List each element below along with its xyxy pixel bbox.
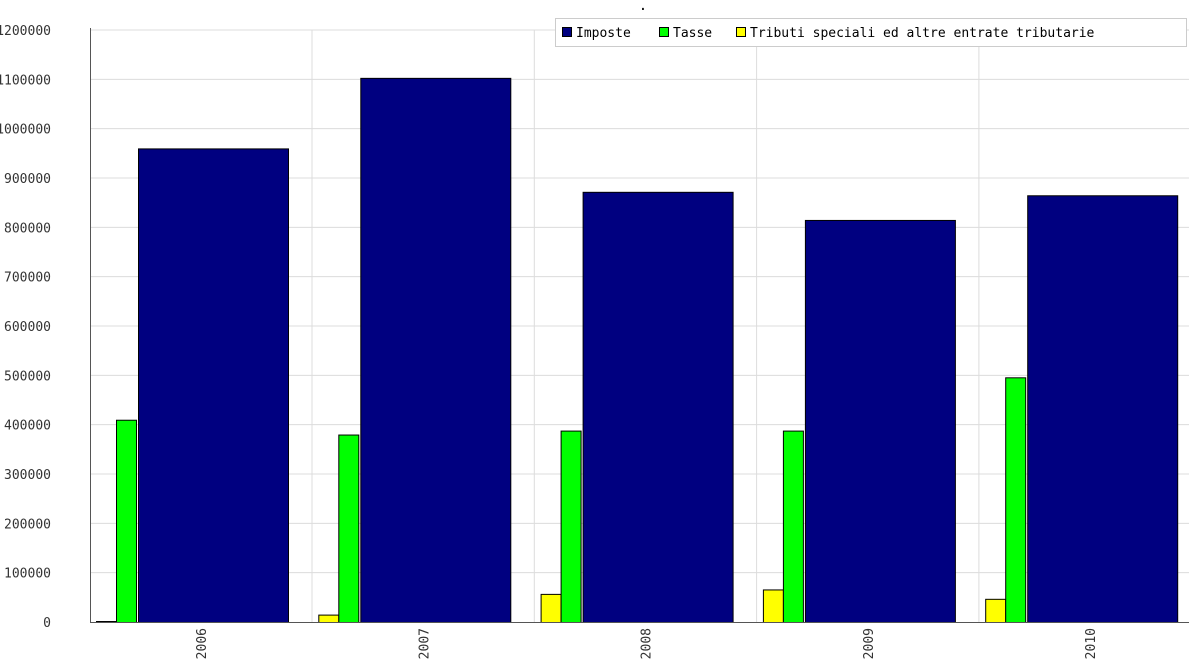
x-tick-label: 2009 xyxy=(862,628,877,659)
y-tick-label: 1200000 xyxy=(0,24,51,39)
y-tick-label: 300000 xyxy=(4,468,51,483)
y-tick-label: 200000 xyxy=(4,517,51,532)
y-tick-label: 1000000 xyxy=(0,123,51,138)
bar-tasse-2008 xyxy=(560,430,582,623)
bar-imposte-2009 xyxy=(804,219,956,624)
x-tick-label: 2010 xyxy=(1084,628,1099,659)
x-tick-label: 2008 xyxy=(640,628,655,659)
bar-tributi-2007 xyxy=(318,614,340,623)
y-tick-label: 0 xyxy=(43,616,51,631)
bar-imposte-2006 xyxy=(138,148,289,623)
y-tick-label: 600000 xyxy=(4,320,51,335)
bar-tasse-2007 xyxy=(338,434,360,623)
legend-label: Imposte xyxy=(576,26,631,41)
chart-title: . xyxy=(639,0,647,14)
y-tick-label: 800000 xyxy=(4,221,51,236)
axes xyxy=(90,28,1189,623)
x-tick-label: 2006 xyxy=(195,628,210,659)
y-tick-label: 500000 xyxy=(4,369,51,384)
bar-imposte-2010 xyxy=(1027,195,1179,623)
bars xyxy=(96,77,1179,624)
bar-tributi-2008 xyxy=(540,593,562,624)
legend-swatch xyxy=(562,27,572,37)
bar-imposte-2007 xyxy=(360,77,512,623)
legend: Imposte Tasse Tributi speciali ed altre en… xyxy=(555,18,1187,47)
bar-imposte-2008 xyxy=(582,191,734,624)
bar-tasse-2006 xyxy=(116,419,137,623)
y-axis-ticks: 0 100000 200000 300000 400000 500000 600000 700… xyxy=(0,24,51,631)
bar-tasse-2009 xyxy=(782,430,804,623)
bar-tasse-2010 xyxy=(1005,377,1027,623)
x-axis-ticks: 2006 2007 2008 2009 2010 xyxy=(195,628,1099,659)
x-tick-label: 2007 xyxy=(417,628,432,659)
y-tick-label: 700000 xyxy=(4,271,51,286)
y-tick-label: 400000 xyxy=(4,419,51,434)
bar-tributi-2010 xyxy=(985,598,1007,624)
legend-swatch xyxy=(659,27,669,37)
bar-tributi-2009 xyxy=(762,589,784,624)
legend-label: Tributi speciali ed altre entrate tribut… xyxy=(750,26,1095,41)
legend-swatch xyxy=(736,27,746,37)
y-tick-label: 1100000 xyxy=(0,73,51,88)
y-tick-label: 100000 xyxy=(4,567,51,582)
legend-label: Tasse xyxy=(673,26,712,41)
y-tick-label: 900000 xyxy=(4,172,51,187)
